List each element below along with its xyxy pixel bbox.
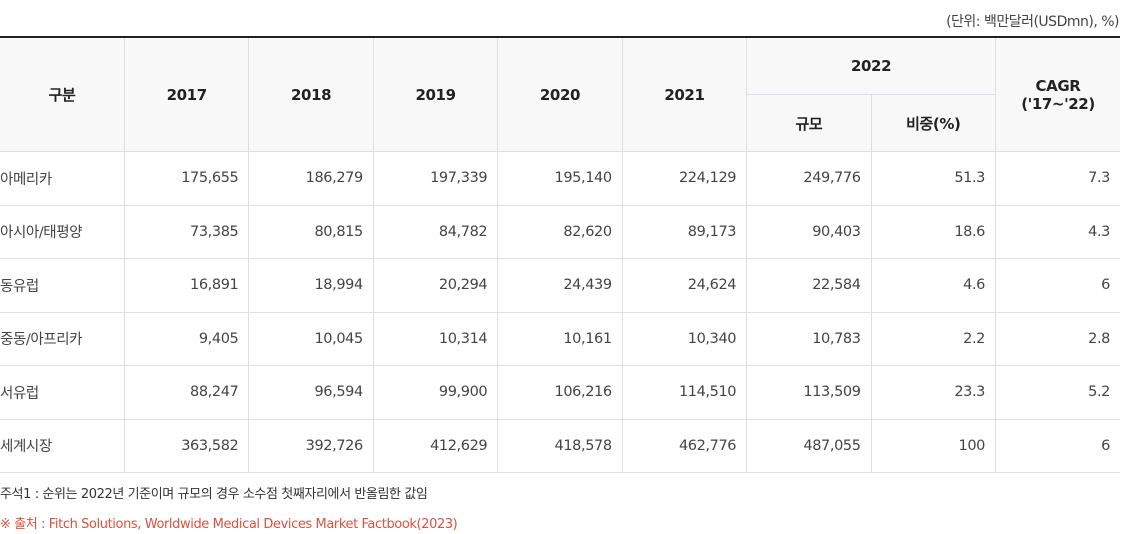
value-cell: 100 [870, 418, 997, 473]
value-cell: 90,403 [746, 204, 872, 259]
header-2021: 2021 [621, 36, 748, 152]
table-row: 세계시장 363,582 392,726 412,629 418,578 462,776 4… [0, 418, 1120, 473]
value-cell: 23.3 [870, 365, 997, 420]
value-cell: 224,129 [621, 151, 748, 206]
value-cell: 20,294 [372, 258, 499, 313]
value-cell: 418,578 [497, 418, 623, 473]
region-cell: 아시아/태평양 [0, 204, 125, 259]
region-cell: 세계시장 [0, 418, 125, 473]
value-cell: 106,216 [497, 365, 623, 420]
value-cell: 392,726 [248, 418, 374, 473]
value-cell: 10,161 [497, 311, 623, 366]
value-cell: 5.2 [995, 365, 1120, 420]
value-cell: 9,405 [123, 311, 250, 366]
value-cell: 16,891 [123, 258, 250, 313]
header-2017: 2017 [123, 36, 250, 152]
table-row: 서유럽 88,247 96,594 99,900 106,216 114,510 113,5… [0, 365, 1120, 420]
value-cell: 96,594 [248, 365, 374, 420]
header-2018: 2018 [248, 36, 374, 152]
value-cell: 88,247 [123, 365, 250, 420]
header-size: 규모 [746, 94, 872, 152]
value-cell: 2.2 [870, 311, 997, 366]
header-2022: 2022 [746, 36, 996, 95]
value-cell: 24,439 [497, 258, 623, 313]
footnote: 주석1 : 순위는 2022년 기준이며 규모의 경우 소수점 첫째자리에서 반… [0, 487, 428, 502]
value-cell: 113,509 [746, 365, 872, 420]
value-cell: 7.3 [995, 151, 1120, 206]
header-2019: 2019 [372, 36, 499, 152]
header-share: 비중(%) [870, 94, 996, 152]
value-cell: 22,584 [746, 258, 872, 313]
value-cell: 487,055 [746, 418, 872, 473]
value-cell: 4.3 [995, 204, 1120, 259]
value-cell: 175,655 [123, 151, 250, 206]
value-cell: 6 [995, 258, 1120, 313]
value-cell: 18.6 [870, 204, 997, 259]
value-cell: 10,340 [621, 311, 748, 366]
table-row: 중동/아프리카 9,405 10,045 10,314 10,161 10,340 10,7… [0, 311, 1120, 366]
value-cell: 99,900 [372, 365, 499, 420]
source-note: ※ 출처 : Fitch Solutions, Worldwide Medica… [0, 517, 458, 532]
value-cell: 10,314 [372, 311, 499, 366]
region-cell: 서유럽 [0, 365, 125, 420]
value-cell: 89,173 [621, 204, 748, 259]
value-cell: 6 [995, 418, 1120, 473]
value-cell: 18,994 [248, 258, 374, 313]
value-cell: 80,815 [248, 204, 374, 259]
table-row: 아시아/태평양 73,385 80,815 84,782 82,620 89,173 90,… [0, 204, 1120, 259]
header-2020: 2020 [497, 36, 623, 152]
cagr-period: ('17~'22) [1021, 94, 1095, 113]
header-cagr: CAGR ('17~'22) [995, 36, 1120, 152]
value-cell: 195,140 [497, 151, 623, 206]
value-cell: 82,620 [497, 204, 623, 259]
value-cell: 197,339 [372, 151, 499, 206]
header-category: 구분 [0, 36, 125, 152]
value-cell: 2.8 [995, 311, 1120, 366]
region-cell: 동유럽 [0, 258, 125, 313]
unit-label: (단위: 백만달러(USDmn), %) [946, 14, 1119, 30]
table-row: 동유럽 16,891 18,994 20,294 24,439 24,624 22,584 4… [0, 258, 1120, 313]
value-cell: 363,582 [123, 418, 250, 473]
region-cell: 아메리카 [0, 151, 125, 206]
value-cell: 10,045 [248, 311, 374, 366]
cagr-label: CAGR [1035, 76, 1081, 95]
value-cell: 412,629 [372, 418, 499, 473]
value-cell: 462,776 [621, 418, 748, 473]
table-row: 아메리카 175,655 186,279 197,339 195,140 224,129 2… [0, 151, 1120, 206]
value-cell: 73,385 [123, 204, 250, 259]
value-cell: 249,776 [746, 151, 872, 206]
value-cell: 24,624 [621, 258, 748, 313]
region-cell: 중동/아프리카 [0, 311, 125, 366]
market-table: 구분 2017 2018 2019 2020 2021 2022 CAGR ('1… [0, 36, 1120, 473]
value-cell: 114,510 [621, 365, 748, 420]
value-cell: 84,782 [372, 204, 499, 259]
value-cell: 51.3 [870, 151, 997, 206]
value-cell: 4.6 [870, 258, 997, 313]
value-cell: 10,783 [746, 311, 872, 366]
value-cell: 186,279 [248, 151, 374, 206]
